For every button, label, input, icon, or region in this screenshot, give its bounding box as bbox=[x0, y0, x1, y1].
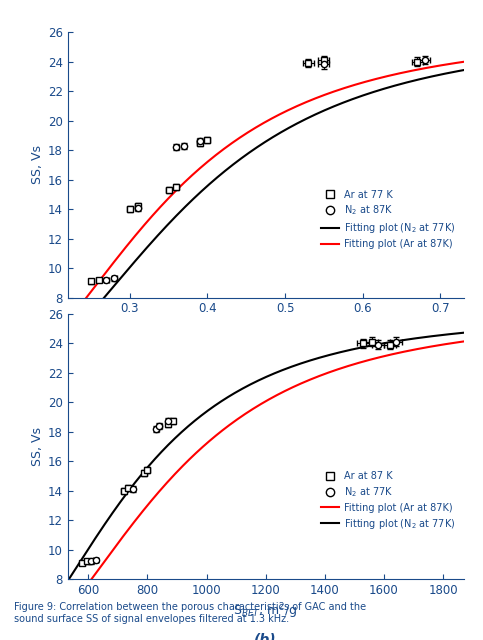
Text: Figure 9: Correlation between the porous characteristics of GAC and the
sound su: Figure 9: Correlation between the porous… bbox=[14, 602, 367, 624]
Y-axis label: SS, Vs: SS, Vs bbox=[30, 145, 43, 184]
Legend: Ar at 87 K, N$_2$ at 77K, Fitting plot (Ar at 87K), Fitting plot (N$_2$ at 77K): Ar at 87 K, N$_2$ at 77K, Fitting plot (… bbox=[317, 467, 459, 534]
Text: (a): (a) bbox=[255, 346, 277, 360]
X-axis label: S$_{BET}$, m$^2$/g: S$_{BET}$, m$^2$/g bbox=[233, 601, 298, 621]
Legend: Ar at 77 K, N$_2$ at 87K, Fitting plot (N$_2$ at 77K), Fitting plot (Ar at 87K): Ar at 77 K, N$_2$ at 87K, Fitting plot (… bbox=[317, 186, 459, 253]
Y-axis label: SS, Vs: SS, Vs bbox=[30, 427, 43, 466]
X-axis label: V$_{DR}$, cm$^3$/g: V$_{DR}$, cm$^3$/g bbox=[232, 319, 299, 339]
Text: (b): (b) bbox=[255, 632, 277, 640]
